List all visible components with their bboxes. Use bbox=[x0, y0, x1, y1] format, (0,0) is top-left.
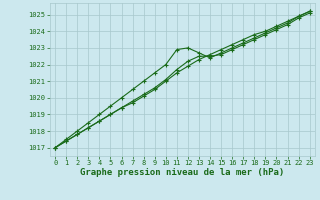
X-axis label: Graphe pression niveau de la mer (hPa): Graphe pression niveau de la mer (hPa) bbox=[80, 168, 284, 177]
